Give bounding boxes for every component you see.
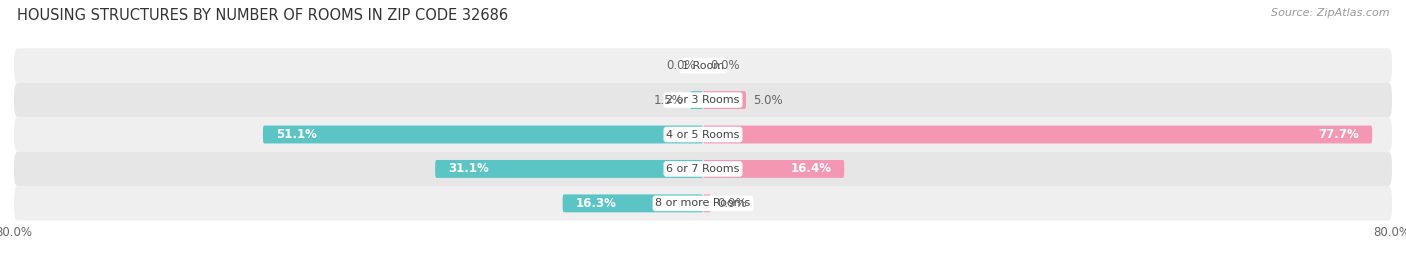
FancyBboxPatch shape [263, 126, 703, 143]
FancyBboxPatch shape [14, 83, 1392, 117]
Text: 1 Room: 1 Room [682, 61, 724, 71]
FancyBboxPatch shape [436, 160, 703, 178]
Text: 31.1%: 31.1% [449, 162, 489, 175]
FancyBboxPatch shape [14, 117, 1392, 152]
Text: 6 or 7 Rooms: 6 or 7 Rooms [666, 164, 740, 174]
FancyBboxPatch shape [14, 152, 1392, 186]
Text: 1.5%: 1.5% [654, 94, 683, 107]
Text: 0.0%: 0.0% [666, 59, 696, 72]
Text: 8 or more Rooms: 8 or more Rooms [655, 198, 751, 208]
Text: 4 or 5 Rooms: 4 or 5 Rooms [666, 129, 740, 140]
FancyBboxPatch shape [562, 194, 703, 212]
Text: 5.0%: 5.0% [754, 94, 783, 107]
Text: 51.1%: 51.1% [276, 128, 316, 141]
FancyBboxPatch shape [703, 194, 711, 212]
FancyBboxPatch shape [703, 160, 844, 178]
Text: 2 or 3 Rooms: 2 or 3 Rooms [666, 95, 740, 105]
Text: 16.4%: 16.4% [790, 162, 831, 175]
FancyBboxPatch shape [14, 48, 1392, 83]
Legend: Owner-occupied, Renter-occupied: Owner-occupied, Renter-occupied [576, 264, 830, 269]
Text: Source: ZipAtlas.com: Source: ZipAtlas.com [1271, 8, 1389, 18]
FancyBboxPatch shape [14, 186, 1392, 221]
Text: 0.9%: 0.9% [717, 197, 748, 210]
FancyBboxPatch shape [703, 126, 1372, 143]
Text: 0.0%: 0.0% [710, 59, 740, 72]
Text: 77.7%: 77.7% [1319, 128, 1360, 141]
FancyBboxPatch shape [690, 91, 703, 109]
FancyBboxPatch shape [703, 91, 747, 109]
Text: HOUSING STRUCTURES BY NUMBER OF ROOMS IN ZIP CODE 32686: HOUSING STRUCTURES BY NUMBER OF ROOMS IN… [17, 8, 508, 23]
Text: 16.3%: 16.3% [575, 197, 616, 210]
